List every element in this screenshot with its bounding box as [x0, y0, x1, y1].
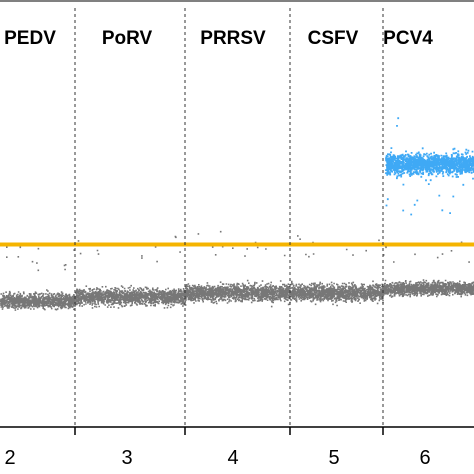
negative-droplets-porv	[75, 235, 187, 309]
x-axis-ticks: 2 3 4 5 6	[4, 427, 431, 469]
positive-droplets-layer	[385, 117, 474, 216]
panel-label-pedv: PEDV	[4, 28, 56, 49]
x-tick-label: 2	[4, 447, 15, 469]
negative-droplets-prrsv	[185, 230, 292, 308]
panel-label-porv: PoRV	[102, 28, 153, 49]
x-tick-label: 5	[328, 447, 339, 469]
negative-droplets-csfv	[290, 235, 385, 307]
x-tick-label: 4	[227, 447, 238, 469]
panel-label-csfv: CSFV	[308, 28, 359, 49]
negative-droplets-pcv4	[383, 241, 474, 298]
panel-label-prrsv: PRRSV	[200, 28, 266, 49]
positive-droplets-pcv4	[385, 117, 474, 216]
panel-labels: PEDV PoRV PRRSV CSFV PCV4	[4, 28, 433, 49]
panel-label-pcv4: PCV4	[383, 28, 433, 49]
x-tick-label: 3	[121, 447, 132, 469]
x-tick-label: 6	[419, 447, 430, 469]
negative-droplets-layer	[0, 230, 474, 311]
negative-droplets-pedv	[0, 246, 77, 311]
panel-separators	[74, 8, 384, 427]
